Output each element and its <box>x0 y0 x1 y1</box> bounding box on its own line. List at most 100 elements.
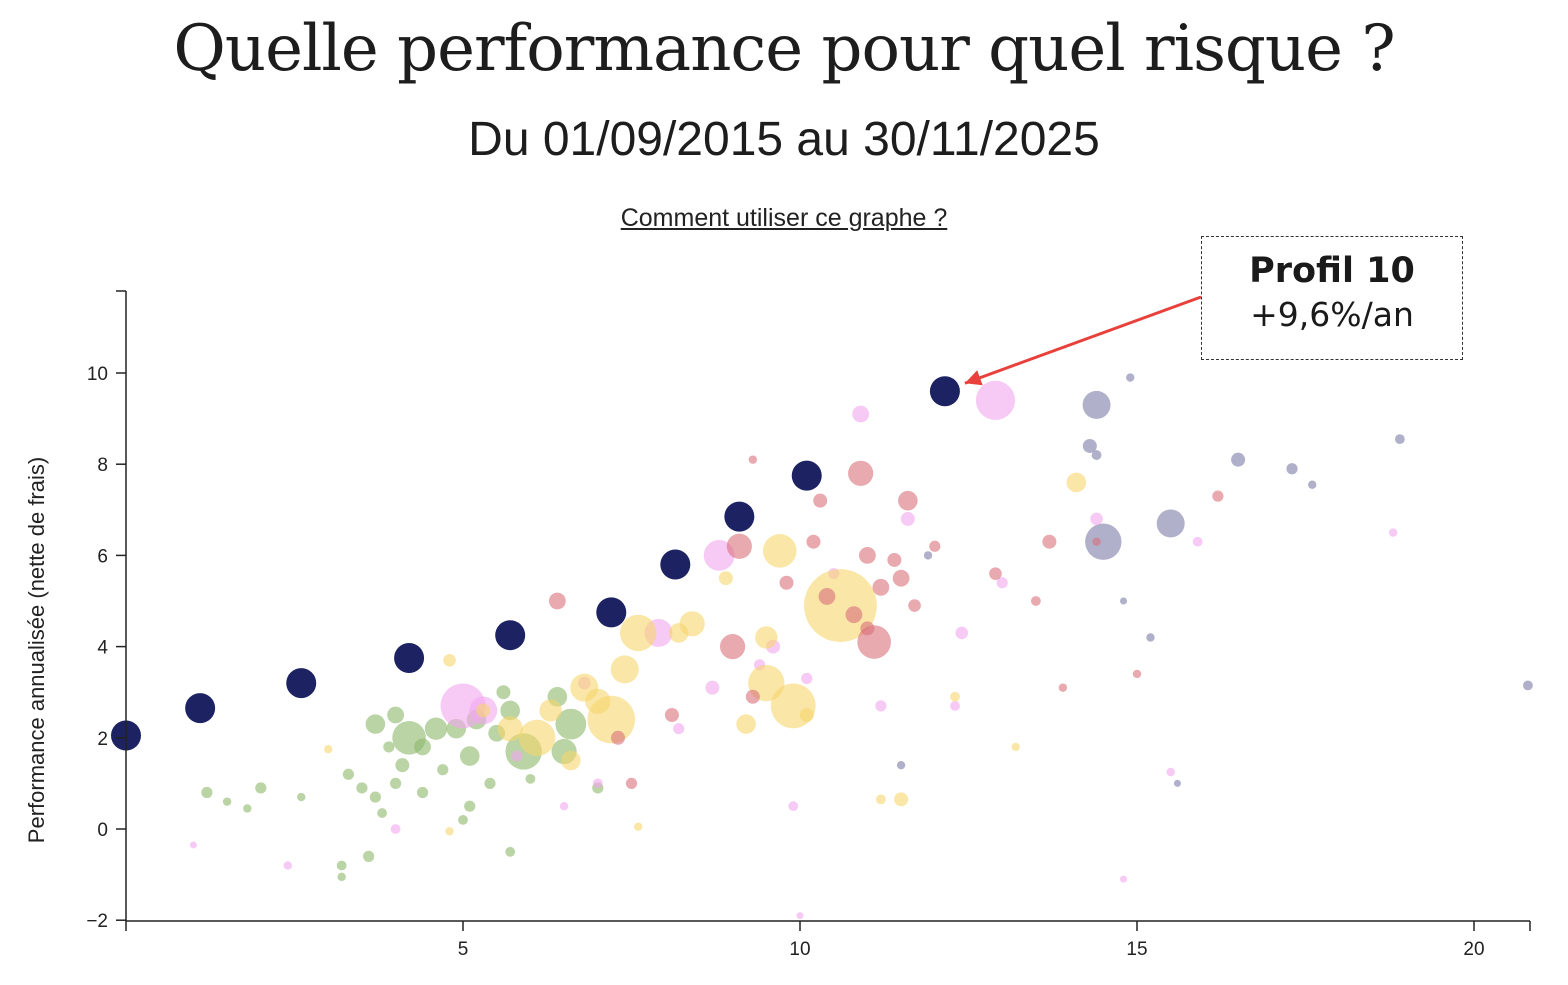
red-fund-point[interactable] <box>848 460 874 486</box>
pink-fund-point[interactable] <box>796 912 804 920</box>
green-fund-point[interactable] <box>356 782 368 794</box>
yellow-fund-point[interactable] <box>585 688 611 714</box>
red-fund-point[interactable] <box>818 588 836 605</box>
yellow-fund-point[interactable] <box>620 614 657 652</box>
yellow-fund-point[interactable] <box>634 822 643 831</box>
grey-fund-point[interactable] <box>1231 452 1246 467</box>
red-fund-point[interactable] <box>745 689 760 704</box>
pink-fund-point[interactable] <box>705 680 720 695</box>
red-fund-point[interactable] <box>929 540 941 552</box>
green-fund-point[interactable] <box>464 800 476 812</box>
green-fund-point[interactable] <box>458 814 468 825</box>
yellow-fund-point[interactable] <box>799 708 814 722</box>
pink-fund-point[interactable] <box>703 540 735 571</box>
yellow-fund-point[interactable] <box>324 745 333 754</box>
yellow-fund-point[interactable] <box>950 691 960 702</box>
grey-fund-point[interactable] <box>1126 373 1135 382</box>
green-fund-point[interactable] <box>496 685 511 700</box>
green-fund-point[interactable] <box>555 708 587 740</box>
red-fund-point[interactable] <box>892 569 910 587</box>
green-fund-point[interactable] <box>336 860 347 871</box>
red-fund-point[interactable] <box>664 708 679 722</box>
grey-fund-point[interactable] <box>1394 434 1405 445</box>
pink-fund-point[interactable] <box>592 778 603 789</box>
grey-fund-point[interactable] <box>1146 633 1155 642</box>
grey-fund-point[interactable] <box>1082 438 1097 453</box>
green-fund-point[interactable] <box>437 764 449 776</box>
red-fund-point[interactable] <box>908 599 921 612</box>
profile-point[interactable] <box>929 376 960 407</box>
pink-fund-point[interactable] <box>283 861 292 870</box>
green-fund-point[interactable] <box>484 777 496 790</box>
red-fund-point[interactable] <box>813 493 828 508</box>
yellow-fund-point[interactable] <box>755 626 778 649</box>
green-fund-point[interactable] <box>363 850 375 862</box>
pink-fund-point[interactable] <box>511 750 523 762</box>
red-fund-point[interactable] <box>898 490 918 511</box>
green-fund-point[interactable] <box>505 846 516 857</box>
yellow-fund-point[interactable] <box>610 655 639 684</box>
pink-fund-point[interactable] <box>673 723 685 735</box>
yellow-fund-point[interactable] <box>762 534 797 568</box>
green-fund-point[interactable] <box>365 714 386 734</box>
pink-fund-point[interactable] <box>875 700 887 712</box>
red-fund-point[interactable] <box>989 567 1002 580</box>
help-link[interactable]: Comment utiliser ce graphe ? <box>620 204 948 232</box>
green-fund-point[interactable] <box>387 706 404 724</box>
red-fund-point[interactable] <box>748 455 758 464</box>
green-fund-point[interactable] <box>222 797 232 806</box>
yellow-fund-point[interactable] <box>497 716 523 742</box>
green-fund-point[interactable] <box>243 804 252 813</box>
grey-fund-point[interactable] <box>1120 597 1128 605</box>
profile-point[interactable] <box>185 693 216 724</box>
red-fund-point[interactable] <box>1031 596 1041 606</box>
pink-fund-point[interactable] <box>801 672 813 685</box>
red-fund-point[interactable] <box>1092 537 1101 546</box>
pink-fund-point[interactable] <box>900 511 915 526</box>
yellow-fund-point[interactable] <box>561 750 581 771</box>
yellow-fund-point[interactable] <box>443 653 456 667</box>
profile-point[interactable] <box>394 643 425 673</box>
red-fund-point[interactable] <box>872 578 890 596</box>
pink-fund-point[interactable] <box>1120 875 1128 883</box>
red-fund-point[interactable] <box>726 533 752 559</box>
profile-point[interactable] <box>286 668 317 699</box>
pink-fund-point[interactable] <box>1192 536 1203 547</box>
pink-fund-point[interactable] <box>559 802 569 811</box>
profile-point[interactable] <box>660 549 691 580</box>
pink-fund-point[interactable] <box>955 626 969 640</box>
yellow-fund-point[interactable] <box>718 571 733 586</box>
grey-fund-point[interactable] <box>1286 463 1298 475</box>
pink-fund-point[interactable] <box>390 824 401 834</box>
pink-fund-point[interactable] <box>996 577 1008 589</box>
pink-fund-point[interactable] <box>852 405 870 423</box>
yellow-fund-point[interactable] <box>445 827 454 836</box>
red-fund-point[interactable] <box>625 777 638 790</box>
pink-fund-point[interactable] <box>1388 528 1398 537</box>
green-fund-point[interactable] <box>369 791 381 803</box>
red-fund-point[interactable] <box>1132 669 1142 679</box>
red-fund-point[interactable] <box>1042 534 1057 549</box>
green-fund-point[interactable] <box>255 782 267 794</box>
green-fund-point[interactable] <box>390 777 402 790</box>
red-fund-point[interactable] <box>1212 490 1224 502</box>
red-fund-point[interactable] <box>779 575 794 590</box>
pink-fund-point[interactable] <box>189 841 197 849</box>
red-fund-point[interactable] <box>548 592 566 610</box>
red-fund-point[interactable] <box>806 534 821 549</box>
yellow-fund-point[interactable] <box>804 569 877 642</box>
green-fund-point[interactable] <box>395 758 410 773</box>
grey-fund-point[interactable] <box>896 760 906 770</box>
green-fund-point[interactable] <box>459 746 480 766</box>
pink-fund-point[interactable] <box>1090 512 1103 526</box>
yellow-fund-point[interactable] <box>668 623 689 643</box>
green-fund-point[interactable] <box>201 786 213 799</box>
red-fund-point[interactable] <box>611 730 626 745</box>
yellow-fund-point[interactable] <box>1066 472 1087 493</box>
green-fund-point[interactable] <box>377 808 388 818</box>
green-fund-point[interactable] <box>337 872 346 882</box>
grey-fund-point[interactable] <box>1156 509 1185 538</box>
grey-fund-point[interactable] <box>1523 680 1533 691</box>
green-fund-point[interactable] <box>416 786 429 799</box>
green-fund-point[interactable] <box>424 717 448 740</box>
